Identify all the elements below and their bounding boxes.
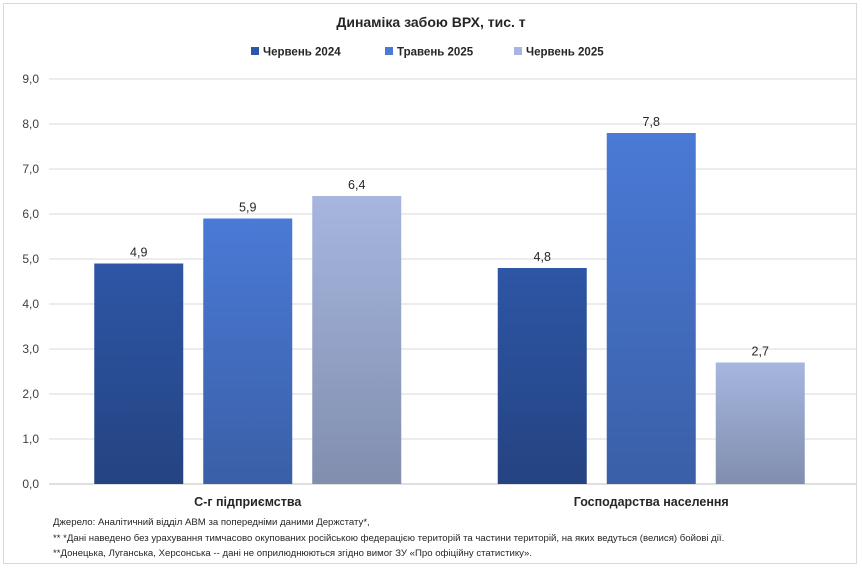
source-note: ** *Дані наведено без урахування тимчасо… bbox=[53, 532, 725, 544]
chart-frame: Динаміка забою ВРХ, тис. т Червень 2024 Тр… bbox=[3, 3, 857, 564]
data-label: 6,4 bbox=[348, 178, 365, 192]
data-label: 4,8 bbox=[534, 250, 551, 264]
chart-title: Динаміка забою ВРХ, тис. т bbox=[336, 14, 525, 30]
data-label: 2,7 bbox=[752, 345, 769, 359]
bar bbox=[94, 263, 184, 484]
bar bbox=[497, 268, 587, 484]
bar bbox=[715, 362, 805, 484]
legend-label: Червень 2025 bbox=[526, 47, 604, 59]
bar bbox=[312, 196, 402, 484]
source-note: **Донецька, Луганська, Херсонська -- дан… bbox=[53, 548, 533, 559]
data-label: 4,9 bbox=[130, 246, 147, 260]
source-notes: Джерело: Аналітичний відділ АВМ за попер… bbox=[53, 515, 724, 562]
x-category-label: Господарства населення bbox=[574, 495, 729, 509]
y-tick-label: 8,0 bbox=[22, 117, 39, 131]
x-category-label: С-г підприємства bbox=[194, 495, 302, 509]
data-label: 7,8 bbox=[643, 115, 660, 129]
y-tick-label: 4,0 bbox=[22, 297, 39, 311]
y-tick-label: 7,0 bbox=[22, 162, 39, 176]
y-tick-label: 6,0 bbox=[22, 207, 39, 221]
y-tick-label: 2,0 bbox=[22, 387, 39, 401]
y-tick-label: 0,0 bbox=[22, 477, 39, 491]
y-tick-label: 9,0 bbox=[22, 72, 39, 86]
y-tick-label: 5,0 bbox=[22, 252, 39, 266]
legend-swatch bbox=[251, 47, 259, 55]
bar-chart: Динаміка забою ВРХ, тис. т Червень 2024 Тр… bbox=[22, 14, 856, 509]
y-tick-label: 3,0 bbox=[22, 342, 39, 356]
bar bbox=[203, 218, 293, 484]
source-note: Джерело: Аналітичний відділ АВМ за попер… bbox=[53, 517, 370, 528]
legend-label: Травень 2025 bbox=[397, 47, 474, 59]
y-tick-label: 1,0 bbox=[22, 432, 39, 446]
bar bbox=[606, 133, 696, 484]
legend-swatch bbox=[514, 47, 522, 55]
legend-label: Червень 2024 bbox=[263, 47, 341, 59]
data-label: 5,9 bbox=[239, 201, 256, 215]
legend-swatch bbox=[385, 47, 393, 55]
